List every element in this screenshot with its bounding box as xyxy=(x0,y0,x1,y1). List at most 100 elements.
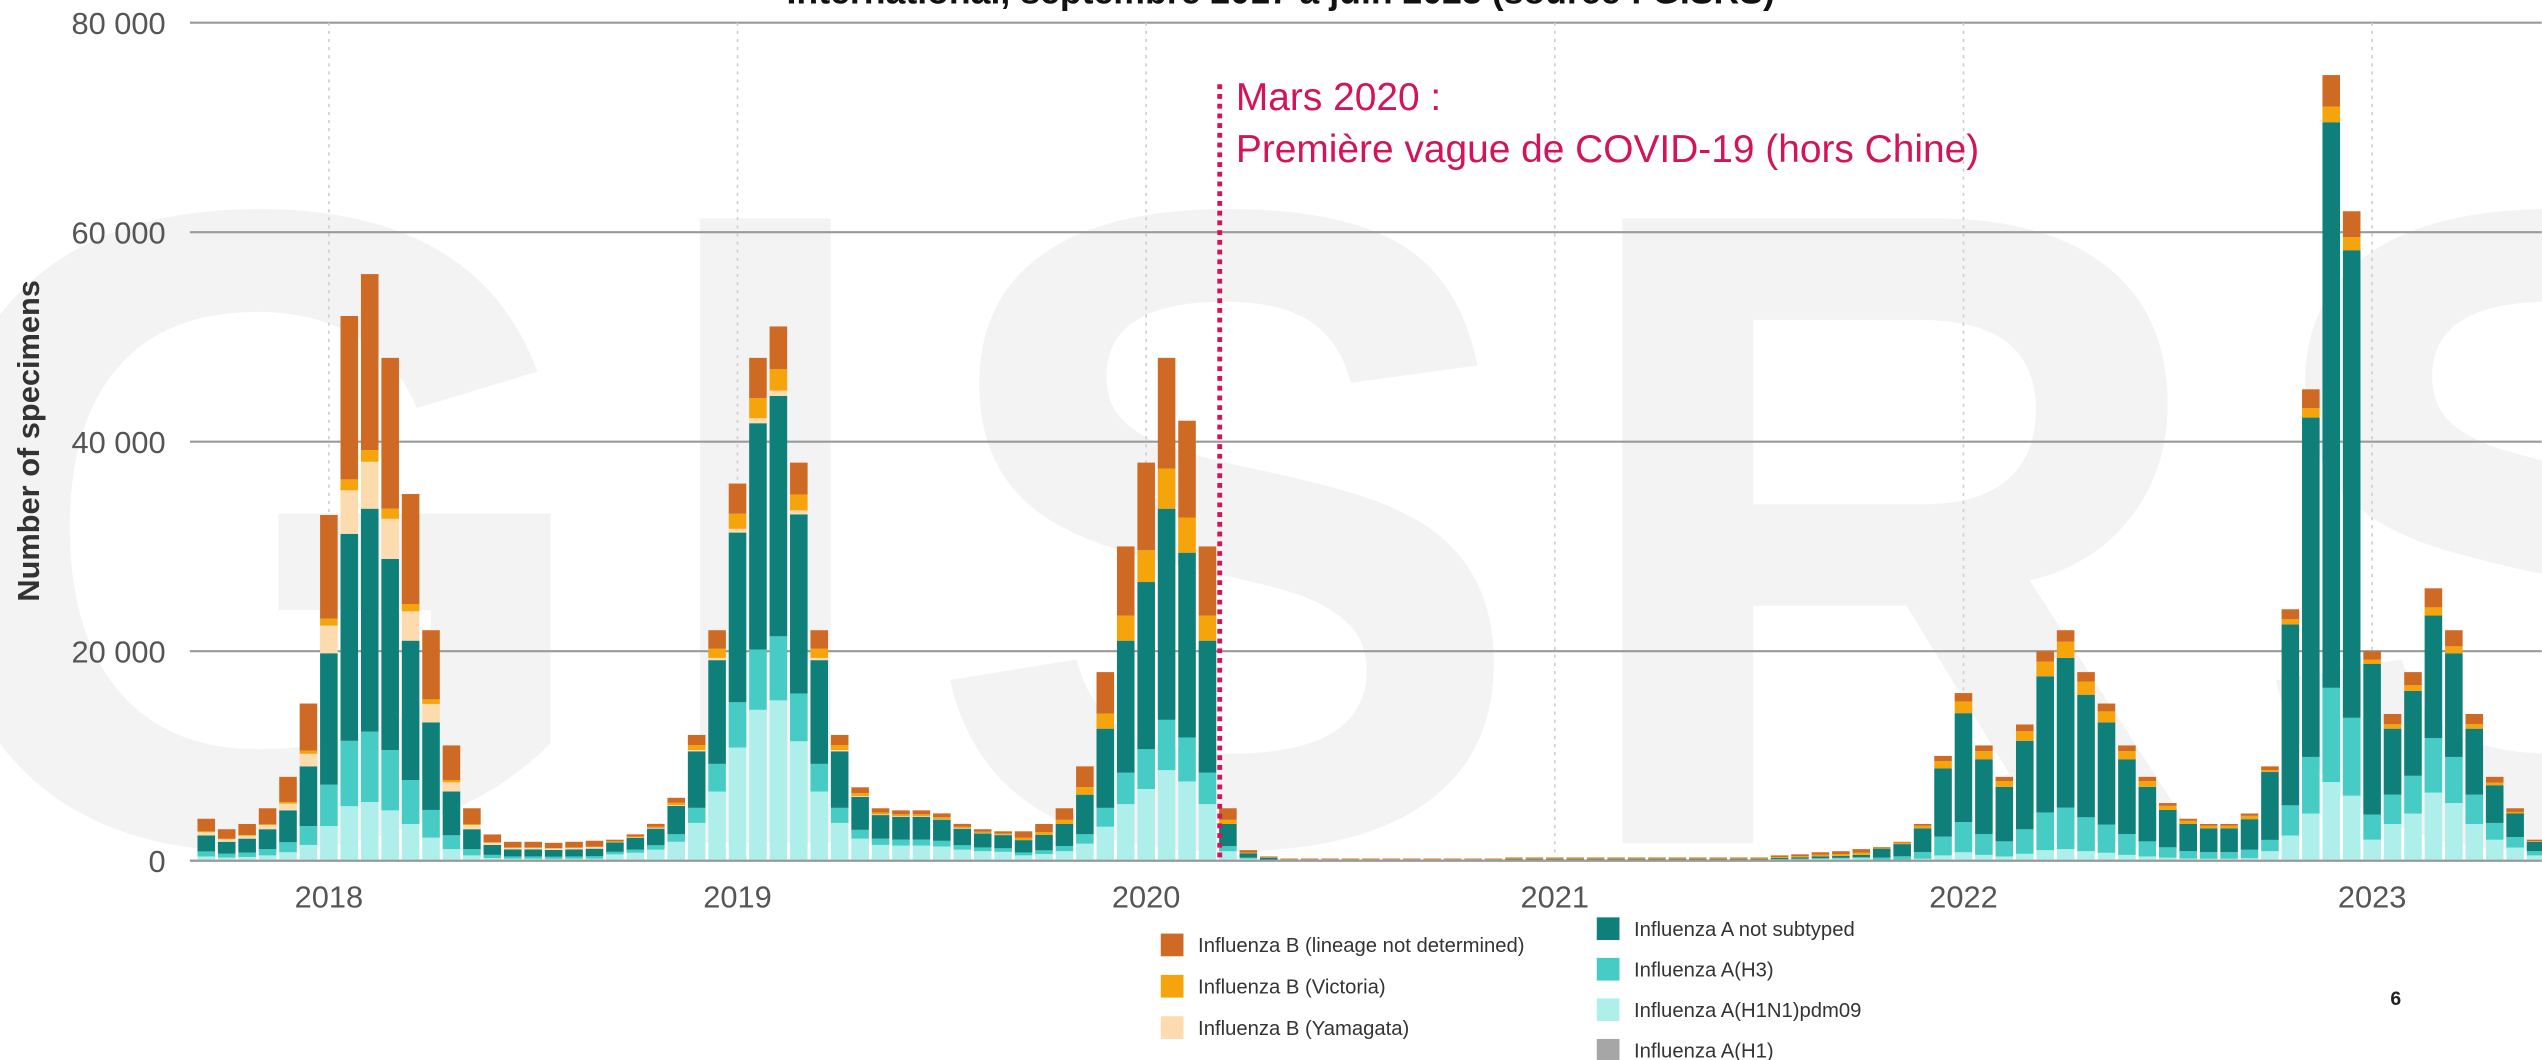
bar-segment xyxy=(1198,615,1217,641)
bar-segment xyxy=(2526,841,2542,852)
bar-segment xyxy=(320,625,338,654)
bar-segment xyxy=(1954,693,1973,702)
bar-segment xyxy=(483,834,502,843)
bar-segment xyxy=(830,750,849,752)
bar-segment xyxy=(2404,685,2422,691)
bar-segment xyxy=(1116,640,1135,773)
bar-segment xyxy=(810,763,829,792)
bar-segment xyxy=(1055,851,1074,861)
bar-segment xyxy=(1852,857,1871,859)
bar-segment xyxy=(1014,855,1033,861)
bar-segment xyxy=(1791,854,1809,857)
bar-segment xyxy=(1627,858,1646,860)
bar-segment xyxy=(585,856,604,859)
bar-segment xyxy=(320,653,338,785)
bar-segment xyxy=(340,479,359,491)
bar-segment xyxy=(442,782,461,792)
bar-segment xyxy=(892,814,910,817)
bar-segment xyxy=(1055,819,1074,824)
bar-segment xyxy=(790,510,808,515)
bar-segment xyxy=(238,838,256,853)
legend-label: Influenza B (Victoria) xyxy=(1198,977,1386,999)
bar-segment xyxy=(994,831,1012,834)
bar-segment xyxy=(2159,805,2177,810)
bar-segment xyxy=(892,816,910,817)
y-tick-label: 60 000 xyxy=(71,216,165,251)
bar-segment xyxy=(1770,855,1789,857)
bar-segment xyxy=(1852,852,1871,855)
bar-segment xyxy=(1954,713,1973,823)
bar-segment xyxy=(585,840,604,847)
bar-segment xyxy=(1525,858,1544,860)
bar-segment xyxy=(401,640,420,780)
bar-segment xyxy=(442,791,461,836)
bar-segment xyxy=(320,514,338,619)
bar-segment xyxy=(197,831,216,833)
bar-segment xyxy=(2179,818,2198,821)
bar-segment xyxy=(2199,823,2218,826)
bar-segment xyxy=(1035,832,1053,835)
bar-segment xyxy=(667,797,686,803)
bar-segment xyxy=(2118,854,2136,861)
bar-segment xyxy=(1975,751,1993,760)
bar-segment xyxy=(2036,812,2054,851)
bar-segment xyxy=(728,532,747,703)
bar-segment xyxy=(1668,859,1687,860)
bar-segment xyxy=(1219,808,1237,820)
bar-segment xyxy=(503,849,522,857)
bar-segment xyxy=(1607,858,1625,860)
bar-segment xyxy=(483,854,502,859)
bar-segment xyxy=(1076,766,1094,788)
bar-segment xyxy=(933,840,951,847)
bar-segment xyxy=(1995,841,2014,857)
bar-segment xyxy=(1975,834,1993,855)
bar-segment xyxy=(708,660,726,764)
bar-segment xyxy=(851,838,869,861)
bar-segment xyxy=(1362,858,1380,860)
bar-segment xyxy=(2077,672,2095,682)
legend-label: Influenza A(H1N1)pdm09 xyxy=(1634,1000,1861,1022)
bar-segment xyxy=(1382,858,1401,860)
bar-segment xyxy=(708,648,726,658)
bar-segment xyxy=(217,838,236,840)
bar-segment xyxy=(1566,857,1585,859)
y-axis-label: Number of specimens xyxy=(11,280,46,602)
legend-label: Influenza A(H1) xyxy=(1634,1041,1774,1060)
bar-segment xyxy=(687,750,706,752)
annotation-text: Mars 2020 : xyxy=(1236,76,1441,119)
bar-segment xyxy=(2465,724,2484,729)
bar-segment xyxy=(1586,858,1605,860)
bar-segment xyxy=(708,791,726,861)
bar-segment xyxy=(728,528,747,533)
bar-segment xyxy=(197,835,216,852)
bar-segment xyxy=(851,793,869,797)
bar-segment xyxy=(1198,640,1217,773)
bar-segment xyxy=(1913,852,1932,859)
bar-segment xyxy=(360,801,379,861)
bar-segment xyxy=(1198,546,1217,616)
bar-segment xyxy=(1525,857,1544,859)
bar-segment xyxy=(810,630,829,649)
bar-segment xyxy=(1403,858,1421,860)
bar-segment xyxy=(2485,785,2504,823)
bar-segment xyxy=(1157,357,1176,469)
bar-segment xyxy=(1116,804,1135,861)
bar-segment xyxy=(1913,828,1932,853)
bar-segment xyxy=(238,852,256,857)
bar-segment xyxy=(626,852,645,861)
bar-segment xyxy=(1300,858,1319,860)
bar-segment xyxy=(565,856,583,859)
bar-segment xyxy=(1893,856,1911,860)
bar-segment xyxy=(1975,854,1993,861)
bar-segment xyxy=(1055,845,1074,852)
bar-segment xyxy=(2322,782,2341,861)
bar-segment xyxy=(1832,855,1850,858)
annotation-text: Première vague de COVID-19 (hors Chine) xyxy=(1236,128,1979,171)
bar-segment xyxy=(2424,615,2443,739)
bar-segment xyxy=(2342,211,2361,238)
bar-segment xyxy=(2199,825,2218,829)
bar-segment xyxy=(1934,768,1952,837)
bar-segment xyxy=(1239,850,1258,853)
bar-segment xyxy=(2097,711,2116,723)
